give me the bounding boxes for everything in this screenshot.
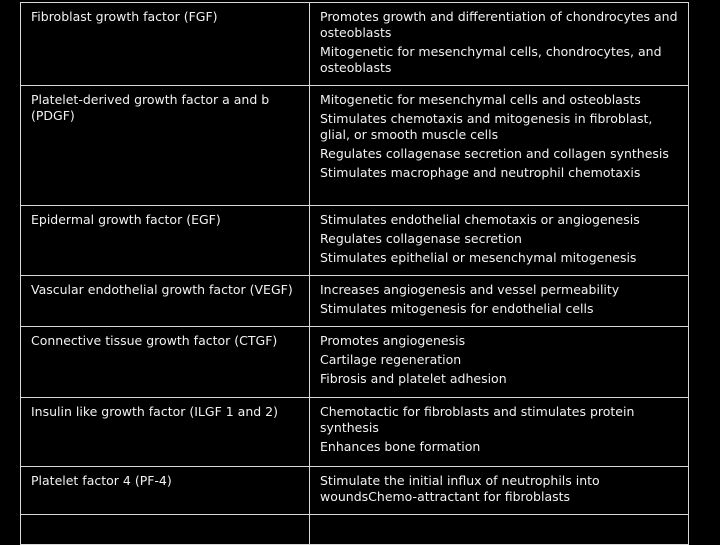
- factor-name: Connective tissue growth factor (CTGF): [31, 333, 278, 348]
- function-text: Stimulates mitogenesis for endothelial c…: [320, 301, 594, 316]
- factor-cell: Insulin like growth factor (ILGF 1 and 2…: [20, 397, 310, 467]
- function-text: Chemotactic for fibroblasts and stimulat…: [320, 404, 635, 435]
- function-text: Stimulates macrophage and neutrophil che…: [320, 165, 641, 180]
- function-text: Stimulates chemotaxis and mitogenesis in…: [320, 111, 653, 142]
- table-row: Connective tissue growth factor (CTGF) Pr…: [20, 326, 689, 398]
- functions-cell: Stimulates endothelial chemotaxis or ang…: [309, 205, 689, 276]
- table-row: Insulin like growth factor (ILGF 1 and 2…: [20, 397, 689, 467]
- functions-cell: Increases angiogenesis and vessel permea…: [309, 275, 689, 327]
- factor-name: Insulin like growth factor (ILGF 1 and 2…: [31, 404, 278, 419]
- functions-cell: Mitogenetic for mesenchymal cells and os…: [309, 85, 689, 206]
- function-text: Cartilage regeneration: [320, 352, 462, 367]
- function-text: Fibrosis and platelet adhesion: [320, 371, 507, 386]
- factor-name: Epidermal growth factor (EGF): [31, 212, 221, 227]
- factor-name: Fibroblast growth factor (FGF): [31, 9, 218, 24]
- factor-cell: Connective tissue growth factor (CTGF): [20, 326, 310, 398]
- factor-name: Platelet-derived growth factor a and b (…: [31, 92, 270, 123]
- page: {"table": {"rows": [ {"factor": "Fibrobl…: [20, 2, 689, 545]
- function-text: Stimulates endothelial chemotaxis or ang…: [320, 212, 640, 227]
- factor-cell: Fibroblast growth factor (FGF): [20, 2, 310, 86]
- function-text: Mitogenetic for mesenchymal cells and os…: [320, 92, 641, 107]
- functions-cell: Chemotactic for fibroblasts and stimulat…: [309, 397, 689, 467]
- function-text: Stimulate the initial influx of neutroph…: [320, 473, 600, 504]
- function-text: Mitogenetic for mesenchymal cells, chond…: [320, 44, 662, 75]
- functions-cell: [309, 514, 689, 545]
- growth-factor-table: Fibroblast growth factor (FGF) Promotes g…: [20, 2, 689, 545]
- factor-cell: Platelet-derived growth factor a and b (…: [20, 85, 310, 206]
- factor-cell: [20, 514, 310, 545]
- table-row: Platelet factor 4 (PF-4) Stimulate the in…: [20, 466, 689, 515]
- function-text: Increases angiogenesis and vessel permea…: [320, 282, 620, 297]
- functions-cell: Promotes growth and differentiation of c…: [309, 2, 689, 86]
- table-row: Platelet-derived growth factor a and b (…: [20, 85, 689, 206]
- table-row: Fibroblast growth factor (FGF) Promotes g…: [20, 2, 689, 86]
- function-text: Regulates collagenase secretion: [320, 231, 522, 246]
- table-row: Vascular endothelial growth factor (VEGF…: [20, 275, 689, 327]
- functions-cell: Stimulate the initial influx of neutroph…: [309, 466, 689, 515]
- table-row: [20, 514, 689, 545]
- factor-cell: Epidermal growth factor (EGF): [20, 205, 310, 276]
- function-text: Regulates collagenase secretion and coll…: [320, 146, 669, 161]
- factor-name: Platelet factor 4 (PF-4): [31, 473, 172, 488]
- function-text: Enhances bone formation: [320, 439, 481, 454]
- functions-cell: Promotes angiogenesis Cartilage regenerat…: [309, 326, 689, 398]
- function-text: Promotes angiogenesis: [320, 333, 466, 348]
- table-body: Fibroblast growth factor (FGF) Promotes g…: [20, 2, 689, 545]
- function-text: Promotes growth and differentiation of c…: [320, 9, 678, 40]
- factor-name: Vascular endothelial growth factor (VEGF…: [31, 282, 293, 297]
- function-text: Stimulates epithelial or mesenchymal mit…: [320, 250, 637, 265]
- factor-cell: Platelet factor 4 (PF-4): [20, 466, 310, 515]
- table-row: Epidermal growth factor (EGF) Stimulates …: [20, 205, 689, 276]
- factor-cell: Vascular endothelial growth factor (VEGF…: [20, 275, 310, 327]
